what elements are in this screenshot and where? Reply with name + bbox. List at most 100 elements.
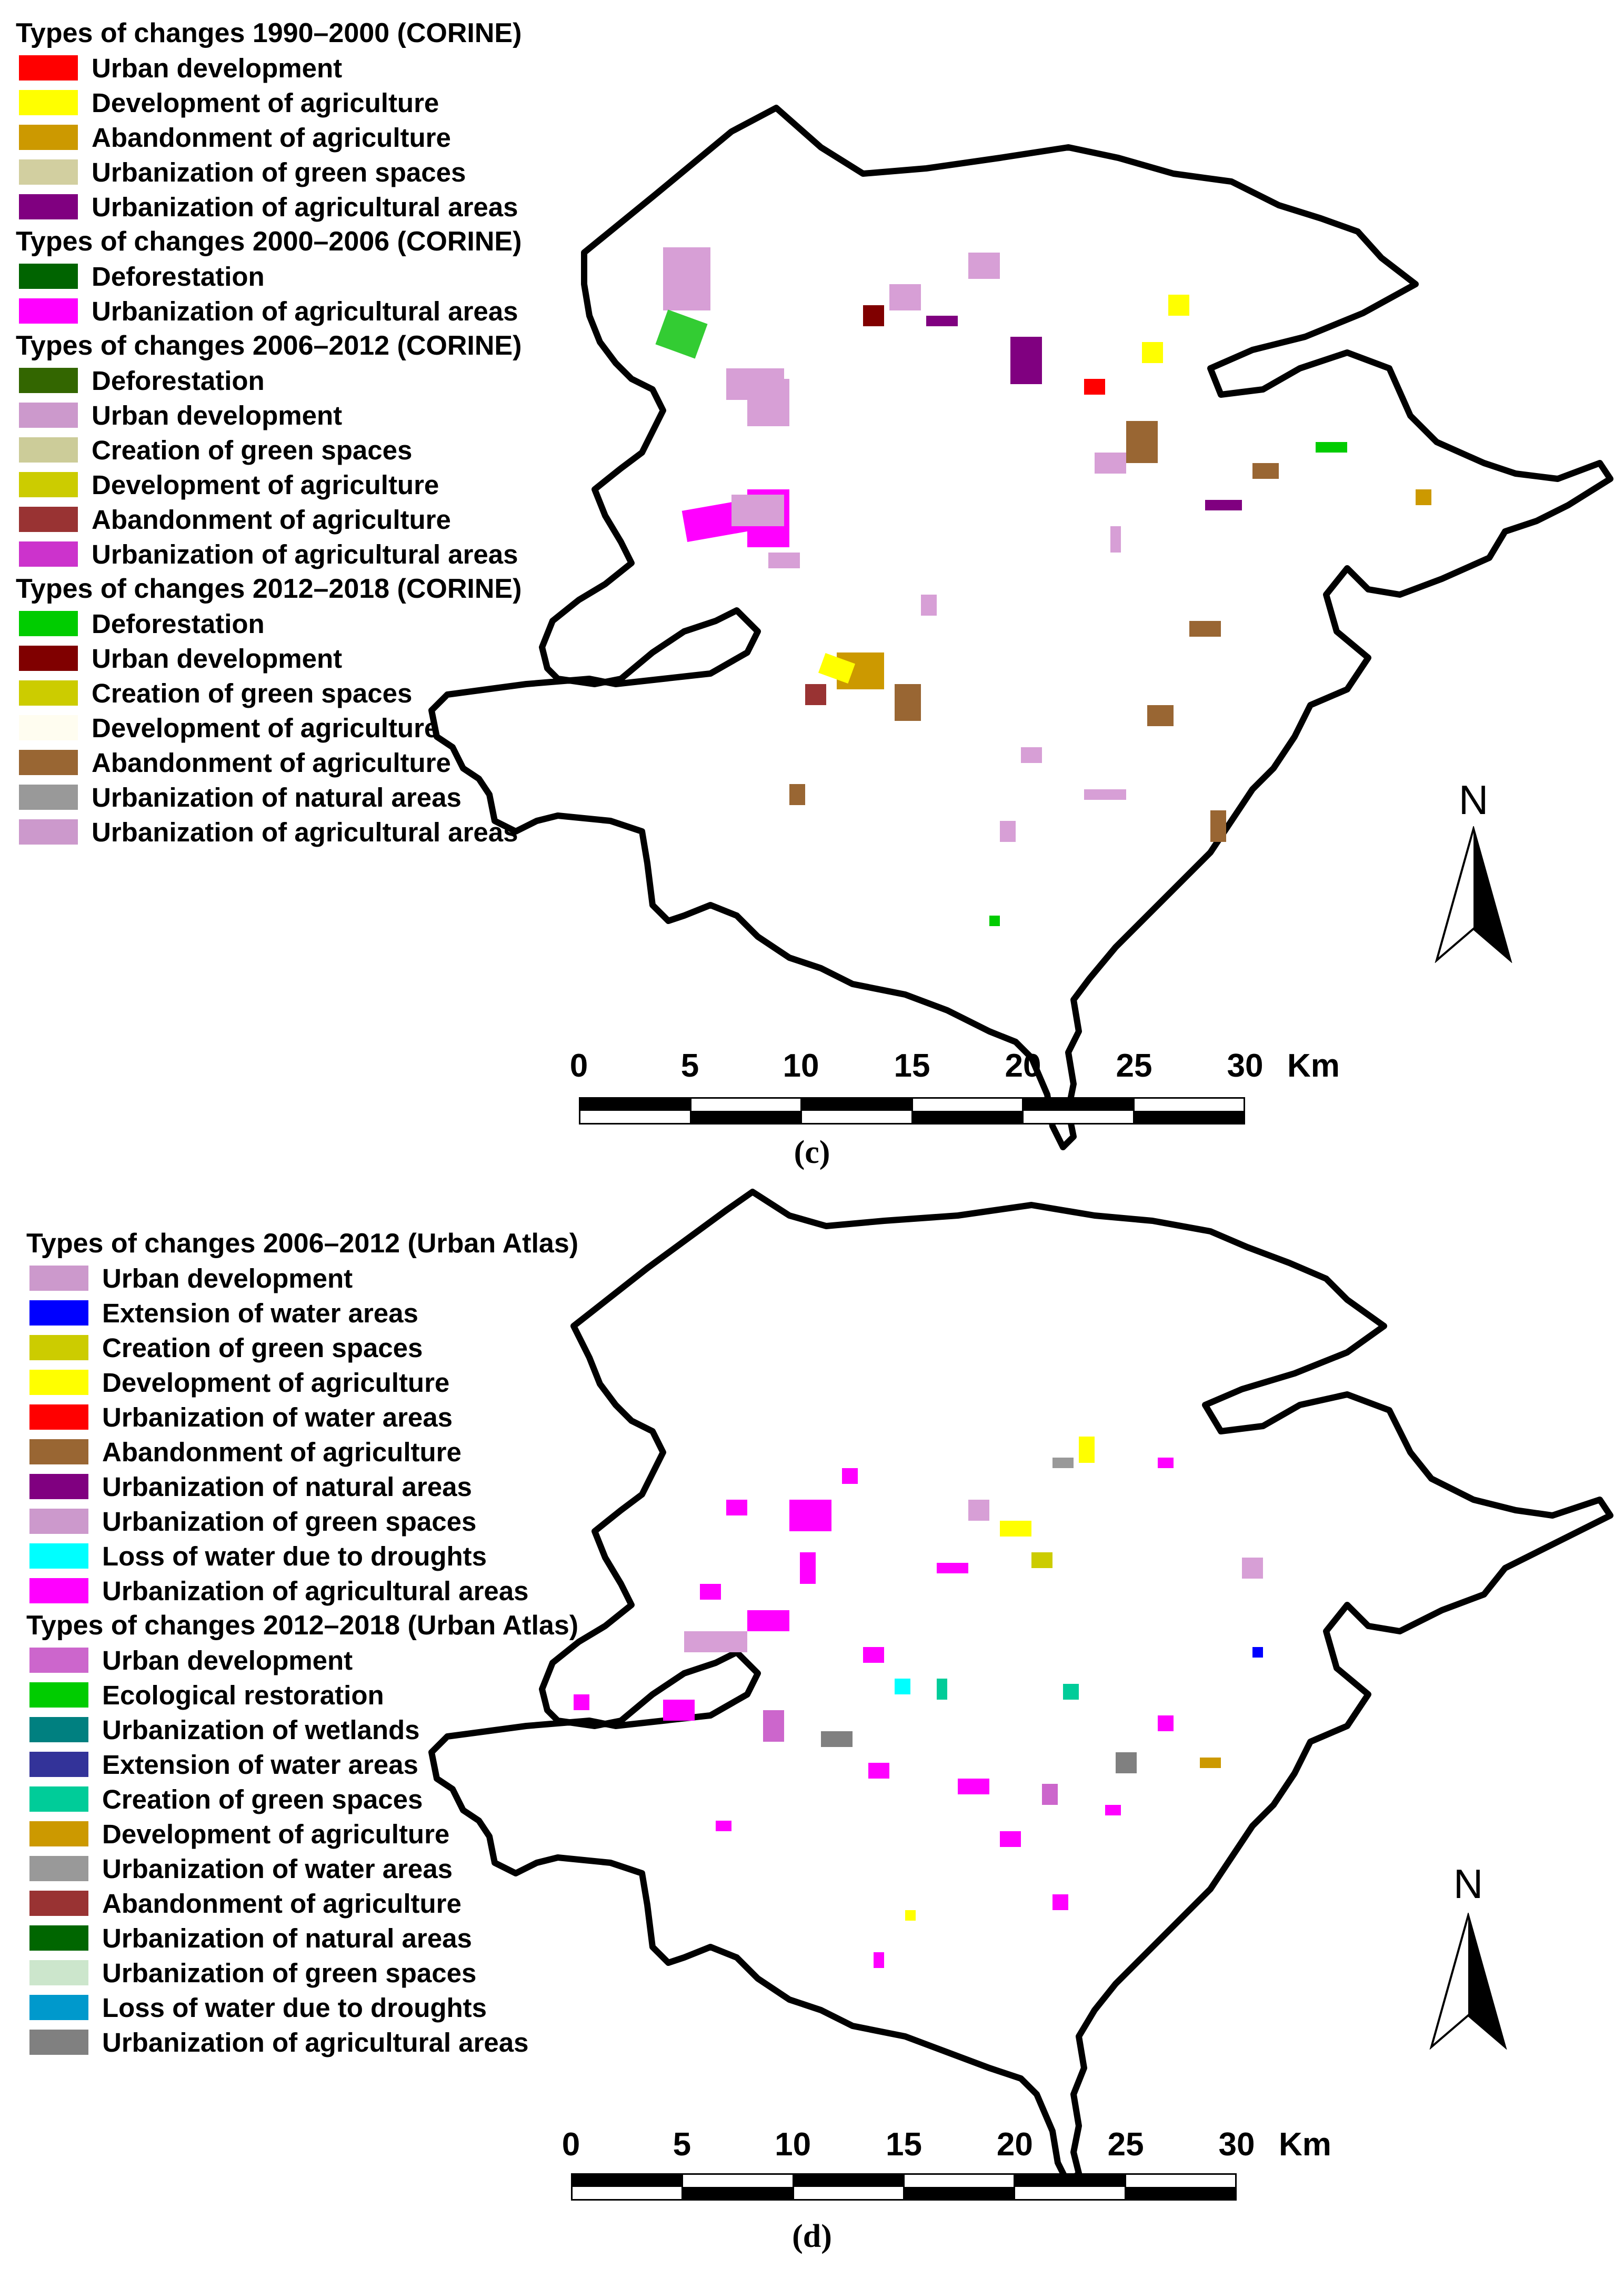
legend-swatch [29,1370,88,1395]
legend-label: Development of agriculture [102,1367,450,1398]
legend-label: Urbanization of green spaces [102,1957,477,1988]
scale-segment [1124,2175,1235,2199]
change-patch [937,1679,947,1700]
change-patch [926,316,958,326]
legend-swatch [19,785,78,810]
legend-swatch [29,1439,88,1464]
scale-unit-label: Km [1287,1048,1340,1084]
change-patch [1052,1458,1074,1468]
change-patch [1158,1715,1174,1731]
legend-swatch [29,1856,88,1881]
scale-bar-d [571,2173,1237,2201]
legend-label: Urbanization of agricultural areas [92,539,518,569]
legend-label: Deforestation [92,365,265,396]
panel-caption-c: (c) [794,1134,830,1170]
scale-labels-c: 0 5 10 15 20 25 30 Km [0,1047,1624,1089]
scale-segment [681,2175,793,2199]
change-patch [789,784,805,805]
change-patch [1042,1784,1058,1805]
change-patch [1063,1684,1079,1700]
legend-label: Development of agriculture [92,469,439,500]
change-patch [874,1952,884,1968]
legend-label: Development of agriculture [92,87,439,118]
legend-label: Urbanization of natural areas [92,782,462,812]
legend-item: Extension of water areas [26,1296,578,1330]
change-patch [968,1500,989,1521]
change-patch [1189,621,1221,637]
legend-item: Urbanization of natural areas [26,1921,578,1955]
scale-segment [903,2175,1014,2199]
legend-label: Creation of green spaces [92,435,413,465]
legend-swatch [19,194,78,219]
legend-item: Urbanization of wetlands [26,1712,578,1747]
scale-tick-label: 25 [1116,1048,1152,1084]
change-patch [1000,1831,1021,1847]
legend-label: Deforestation [92,261,265,292]
legend-label: Extension of water areas [102,1749,418,1780]
change-patch [684,1631,747,1652]
legend-swatch [19,507,78,532]
north-label-d: N [1453,1861,1483,1907]
change-patch [1084,789,1126,800]
legend-swatch [19,159,78,185]
change-patch [921,595,937,616]
legend-label: Urbanization of green spaces [102,1506,477,1537]
legend-label: Urbanization of green spaces [92,157,466,187]
north-arrow-icon [1429,1913,1507,2050]
legend-swatch [19,55,78,81]
scale-tick-label: 0 [562,2126,580,2163]
legend-label: Urbanization of agricultural areas [92,817,518,847]
legend-label: Loss of water due to droughts [102,1992,487,2023]
legend-group-title: Types of changes 1990–2000 (CORINE) [16,18,522,48]
legend-label: Urban development [102,1645,353,1675]
legend-item: Creation of green spaces [26,1330,578,1365]
legend-swatch [29,1682,88,1708]
change-patch [700,1584,721,1600]
legend-item: Loss of water due to droughts [26,1539,578,1573]
legend-label: Creation of green spaces [102,1332,423,1363]
legend-label: Abandonment of agriculture [102,1888,462,1919]
change-patch [895,1679,910,1694]
legend-swatch [29,1474,88,1499]
legend-item: Creation of green spaces [16,676,522,710]
scale-tick-label: 15 [886,2126,922,2163]
legend-item: Development of agriculture [16,85,522,120]
scale-tick-label: 20 [996,2126,1033,2163]
change-patch [716,1821,731,1831]
legend-item: Extension of water areas [26,1747,578,1782]
legend-swatch [29,1925,88,1951]
legend-group-title: Types of changes 2012–2018 (CORINE) [16,574,522,604]
legend-swatch [29,2030,88,2055]
legend-label: Extension of water areas [102,1298,418,1328]
legend-item: Development of agriculture [26,1816,578,1851]
scale-tick-label: 5 [673,2126,691,2163]
panel-c-map: Types of changes 1990–2000 (CORINE) Urban… [0,18,1624,1170]
panel-d-map: Types of changes 2006–2012 (Urban Atlas)… [0,1184,1624,2269]
legend-swatch [19,90,78,115]
legend-swatch [19,298,78,324]
scale-tick-label: 30 [1227,1048,1264,1084]
legend-label: Urbanization of agricultural areas [92,192,518,222]
legend-swatch [19,403,78,428]
legend-item: Deforestation [16,363,522,398]
change-patch [1416,489,1431,505]
change-patch [574,1694,589,1710]
change-patch [937,1563,968,1573]
legend-swatch [19,264,78,289]
scale-segment [573,2175,682,2199]
legend-swatch [29,1717,88,1742]
change-patch [905,1910,916,1921]
change-patch [1079,1437,1095,1463]
legend-item: Urbanization of green spaces [26,1504,578,1539]
legend-item: Development of agriculture [16,467,522,502]
legend-label: Urban development [92,400,343,430]
legend-label: Development of agriculture [92,712,439,743]
legend-item: Urbanization of natural areas [26,1469,578,1504]
legend-group-title: Types of changes 2006–2012 (CORINE) [16,330,522,361]
legend-label: Abandonment of agriculture [92,747,451,778]
change-patch [895,684,921,721]
change-patches-d [574,1437,1263,1968]
scale-tick-label: 25 [1107,2126,1144,2163]
legend-label: Urbanization of natural areas [102,1471,472,1502]
change-patch [1031,1552,1052,1568]
